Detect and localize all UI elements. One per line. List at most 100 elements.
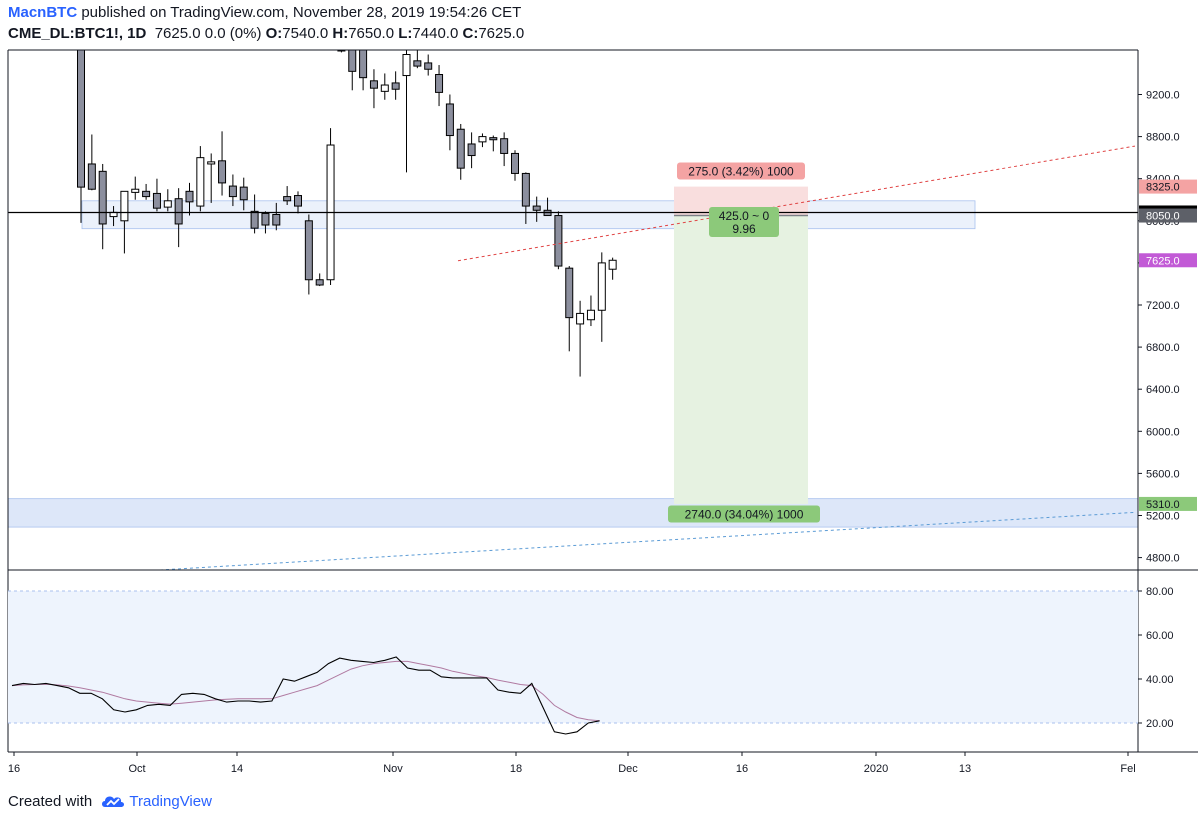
candle-body[interactable] (391, 82, 400, 90)
ohlc-legend: CME_DL:BTC1!, 1D 7625.0 0.0 (0%) O:7540.… (8, 25, 524, 42)
target-label[interactable]: 2740.0 (34.04%) 1000 (668, 505, 820, 523)
open-value: 7540.0 (282, 25, 329, 42)
profit-zone[interactable] (674, 215, 808, 504)
candle-body[interactable] (250, 210, 259, 229)
candle-body[interactable] (272, 213, 281, 226)
rsi-tick-label: 40.00 (1146, 674, 1174, 686)
candle-body[interactable] (456, 128, 465, 169)
rsi-ma-line[interactable] (11, 660, 600, 722)
candle-body[interactable] (565, 267, 574, 319)
tradingview-cloud-icon (102, 796, 125, 807)
candle-body[interactable] (554, 215, 563, 267)
rsi-line[interactable] (11, 656, 600, 735)
candle-body[interactable] (500, 138, 509, 154)
rsi-tick-label: 20.00 (1146, 718, 1174, 730)
price-label-box (1139, 253, 1197, 268)
target-label-box (668, 505, 820, 523)
stop-label-text: 275.0 (3.42%) 1000 (688, 165, 794, 179)
blue-trend-line[interactable] (159, 511, 1136, 571)
candle-body[interactable] (131, 188, 140, 193)
candles-layer[interactable] (77, 49, 617, 377)
time-tick-label: Dec (618, 763, 638, 775)
candle-body[interactable] (597, 262, 606, 311)
candle-body[interactable] (532, 205, 541, 211)
zones-layer (7, 186, 1139, 528)
candle-body[interactable] (185, 190, 194, 203)
candle-body[interactable] (142, 190, 151, 198)
candle-body[interactable] (315, 279, 324, 286)
stop-label-box (677, 162, 805, 180)
candle-body[interactable] (445, 103, 454, 137)
candle-body[interactable] (608, 259, 617, 270)
candle-body[interactable] (120, 190, 129, 222)
price-label-value: 5310.0 (1146, 499, 1180, 511)
candle-body[interactable] (87, 163, 96, 190)
time-tick-label: 16 (736, 763, 748, 775)
rsi-band (8, 591, 1138, 723)
price-tick-label: 6800.0 (1146, 342, 1180, 354)
price-label-value: 8325.0 (1146, 182, 1180, 194)
candle-body[interactable] (218, 160, 227, 184)
candle-body[interactable] (586, 309, 595, 321)
candle-body[interactable] (402, 54, 411, 77)
candle-body[interactable] (98, 170, 107, 225)
time-tick-label: 13 (959, 763, 971, 775)
tradingview-brand[interactable]: TradingView (129, 793, 212, 810)
footer: Created with TradingView (8, 793, 212, 810)
candle-body[interactable] (380, 84, 389, 92)
created-with-text: Created with (8, 793, 93, 810)
price-tick-label: 5200.0 (1146, 511, 1180, 523)
candle-body[interactable] (369, 80, 378, 89)
candle-body[interactable] (228, 185, 237, 198)
last-price: 7625.0 (154, 25, 201, 42)
candle-body[interactable] (413, 60, 422, 67)
time-tick-label: Nov (383, 763, 403, 775)
rsi-pane: 80.00 60.00 40.00 20.00 (8, 586, 1174, 735)
candle-body[interactable] (261, 212, 270, 226)
drawings-layer[interactable]: 275.0 (3.42%) 1000 425.0 ~ 09.96 2740.0 (3… (8, 145, 1138, 571)
red-trend-line[interactable] (457, 145, 1136, 262)
candle-body[interactable] (478, 136, 487, 143)
candle-body[interactable] (174, 198, 183, 225)
publisher-name[interactable]: MacnBTC (8, 4, 78, 21)
candle-body[interactable] (511, 152, 519, 174)
price-tick-label: 5600.0 (1146, 468, 1180, 480)
rsi-tick-label: 80.00 (1146, 586, 1174, 598)
price-tick-label: 7200.0 (1146, 300, 1180, 312)
support-zone[interactable] (7, 498, 1139, 528)
candle-body[interactable] (294, 195, 302, 207)
price-tick-label: 4800.0 (1146, 553, 1180, 565)
candle-body[interactable] (489, 137, 498, 141)
candle-body[interactable] (207, 161, 216, 165)
time-tick-label: 18 (510, 763, 522, 775)
candle-body[interactable] (163, 200, 172, 208)
high-value: 7650.0 (348, 25, 395, 42)
candle-body[interactable] (348, 49, 357, 72)
risk-reward-label[interactable]: 425.0 ~ 09.96 (709, 207, 779, 237)
stop-label[interactable]: 275.0 (3.42%) 1000 (677, 162, 805, 180)
price-tick-label: 8800.0 (1146, 132, 1180, 144)
price-label-value: 7625.0 (1146, 255, 1180, 267)
candle-body[interactable] (283, 196, 292, 202)
rsi-tick-label: 60.00 (1146, 630, 1174, 642)
close-value: 7625.0 (478, 25, 525, 42)
resistance-zone[interactable] (81, 200, 976, 230)
candle-body[interactable] (359, 49, 368, 79)
candle-body[interactable] (196, 157, 205, 207)
candle-body[interactable] (304, 220, 313, 281)
risk-reward-label-box (709, 207, 779, 237)
candle-body[interactable] (424, 62, 433, 70)
candle-body[interactable] (521, 172, 530, 207)
candle-body[interactable] (77, 49, 85, 188)
candle-body[interactable] (435, 74, 444, 93)
candle-body[interactable] (467, 143, 476, 157)
price-label-box (1139, 179, 1197, 194)
candle-body[interactable] (152, 192, 161, 209)
target-label-text: 2740.0 (34.04%) 1000 (685, 508, 804, 522)
candle-body[interactable] (576, 312, 585, 325)
candle-body[interactable] (239, 186, 248, 201)
price-tick-label: 6000.0 (1146, 426, 1180, 438)
price-tick-label: 6400.0 (1146, 384, 1180, 396)
publish-info: MacnBTC published on TradingView.com, No… (8, 4, 521, 21)
